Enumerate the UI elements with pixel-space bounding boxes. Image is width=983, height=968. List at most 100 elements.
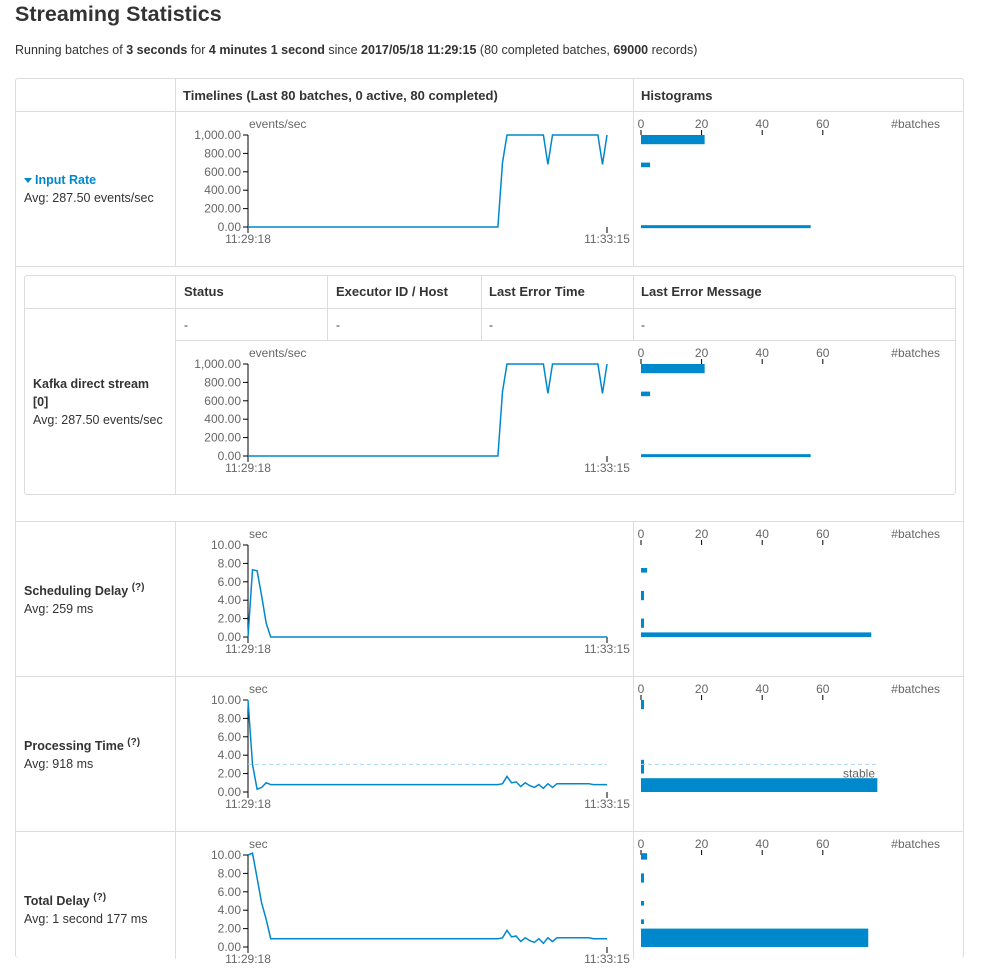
statistics-table: Timelines (Last 80 batches, 0 active, 80…: [15, 78, 964, 959]
histogram-axis-label: #batches: [891, 837, 940, 851]
kafka-stream-histogram-chart[interactable]: #batches 0 20 40 60: [632, 342, 952, 477]
y-tick-label: 8.00: [218, 866, 242, 880]
receiver-executor: -: [336, 318, 340, 332]
x-tick-label: 11:29:18: [225, 461, 271, 475]
histogram-bar: [641, 454, 811, 458]
histogram-x-tick-label: 60: [816, 527, 830, 541]
summary-comma: ,: [606, 43, 614, 57]
histogram-x-tick-label: 20: [695, 527, 709, 541]
summary-records-suffix: records): [648, 43, 698, 57]
header-histograms: Histograms: [641, 88, 713, 103]
column-divider: [175, 79, 176, 266]
y-tick-label: 2.00: [218, 612, 242, 626]
histogram-x-tick-label: 20: [695, 346, 709, 360]
timeline-series-line: [247, 568, 607, 638]
y-tick-label: 4.00: [218, 748, 242, 762]
histogram-x-tick-label: 60: [816, 346, 830, 360]
help-icon[interactable]: (?): [93, 892, 107, 903]
input-rate-timeline-chart[interactable]: events/sec 1,000.00 800.00 600.00 400.00 200.…: [175, 113, 635, 248]
unit-label: sec: [249, 837, 268, 851]
processing-time-label-block: Processing Time (?) Avg: 918 ms: [24, 734, 140, 773]
column-divider: [175, 276, 176, 494]
histogram-x-tick-label: 40: [756, 682, 770, 696]
timeline-series-line: [247, 852, 607, 945]
help-icon[interactable]: (?): [127, 737, 141, 748]
unit-label: events/sec: [249, 346, 306, 360]
processing-time-avg: Avg: 918 ms: [24, 757, 94, 772]
y-tick-label: 600.00: [204, 394, 241, 408]
x-tick-label: 11:33:15: [584, 232, 630, 246]
histogram-bar: [641, 568, 648, 573]
input-rate-avg: Avg: 287.50 events/sec: [24, 191, 154, 205]
summary-records-count: 69000: [613, 43, 649, 57]
scheduling-delay-histogram-chart[interactable]: #batches 0 20 40 60: [632, 523, 952, 658]
histogram-x-tick-label: 0: [638, 837, 645, 851]
y-tick-label: 1,000.00: [194, 128, 241, 142]
input-rate-histogram-chart[interactable]: #batches 0 20 40 60: [632, 113, 952, 248]
y-tick-label: 800.00: [204, 375, 241, 389]
y-tick-label: 800.00: [204, 146, 241, 160]
histogram-bar: [641, 618, 645, 628]
histogram-x-tick-label: 0: [638, 527, 645, 541]
x-tick-label: 11:33:15: [584, 952, 630, 966]
streaming-summary: Running batches of 3 seconds for 4 minut…: [15, 43, 697, 57]
timeline-series-line: [248, 363, 608, 457]
histogram-bar: [641, 778, 878, 792]
header-timelines: Timelines (Last 80 batches, 0 active, 80…: [183, 88, 498, 103]
receiver-avg: Avg: 287.50 events/sec: [33, 413, 163, 427]
summary-duration: 4 minutes 1 second: [208, 43, 325, 57]
summary-completed-batches: 80 completed batches: [484, 43, 607, 57]
help-icon[interactable]: (?): [131, 582, 145, 593]
histogram-x-tick-label: 0: [638, 682, 645, 696]
header-status: Status: [184, 284, 224, 299]
histogram-bar: [641, 632, 872, 637]
y-tick-label: 10.00: [211, 538, 241, 552]
receiver-last-error-message: -: [641, 318, 645, 332]
histogram-bar: [641, 853, 648, 860]
unit-label: events/sec: [249, 117, 306, 131]
input-rate-label-block: Input Rate Avg: 287.50 events/sec: [24, 171, 154, 207]
y-tick-label: 0.00: [218, 220, 242, 234]
column-divider: [633, 521, 634, 959]
timeline-series-line: [248, 134, 608, 228]
input-rate-toggle[interactable]: Input Rate: [24, 173, 96, 187]
unit-label: sec: [249, 682, 268, 696]
kafka-stream-timeline-chart[interactable]: events/sec 1,000.00 800.00 600.00 400.00 200.…: [175, 342, 635, 477]
y-tick-label: 6.00: [218, 575, 242, 589]
y-tick-label: 0.00: [218, 630, 242, 644]
histogram-bar: [641, 919, 645, 924]
histogram-x-tick-label: 40: [756, 346, 770, 360]
y-tick-label: 6.00: [218, 885, 242, 899]
summary-batch-interval: 3 seconds: [126, 43, 188, 57]
x-tick-label: 11:29:18: [225, 642, 271, 656]
y-tick-label: 4.00: [218, 903, 242, 917]
y-tick-label: 2.00: [218, 767, 242, 781]
y-tick-label: 10.00: [211, 848, 241, 862]
y-tick-label: 4.00: [218, 593, 242, 607]
histogram-x-tick-label: 40: [756, 837, 770, 851]
x-tick-label: 11:33:15: [584, 797, 630, 811]
histogram-axis-label: #batches: [891, 346, 940, 360]
receiver-name-line2: [0]: [33, 395, 49, 409]
histogram-x-tick-label: 60: [816, 682, 830, 696]
histogram-bar: [641, 391, 651, 397]
x-tick-label: 11:29:18: [225, 797, 271, 811]
y-tick-label: 400.00: [204, 183, 241, 197]
processing-time-histogram-chart[interactable]: #batches 0 20 40 60 stable: [632, 678, 952, 813]
receiver-last-error-time: -: [489, 318, 493, 332]
y-tick-label: 200.00: [204, 431, 241, 445]
header-executor: Executor ID / Host: [336, 284, 448, 299]
summary-running-label: Running batches of: [15, 43, 127, 57]
histogram-bar: [641, 364, 705, 374]
input-rate-label: Input Rate: [35, 173, 97, 187]
x-tick-label: 11:29:18: [225, 952, 271, 966]
scheduling-delay-label: Scheduling Delay: [24, 584, 129, 599]
total-delay-histogram-chart[interactable]: #batches 0 20 40 60: [632, 833, 952, 968]
histogram-x-tick-label: 60: [816, 117, 830, 131]
receiver-label-block: Kafka direct stream [0] Avg: 287.50 even…: [33, 375, 163, 429]
histogram-axis-label: #batches: [891, 527, 940, 541]
histogram-axis-label: #batches: [891, 682, 940, 696]
